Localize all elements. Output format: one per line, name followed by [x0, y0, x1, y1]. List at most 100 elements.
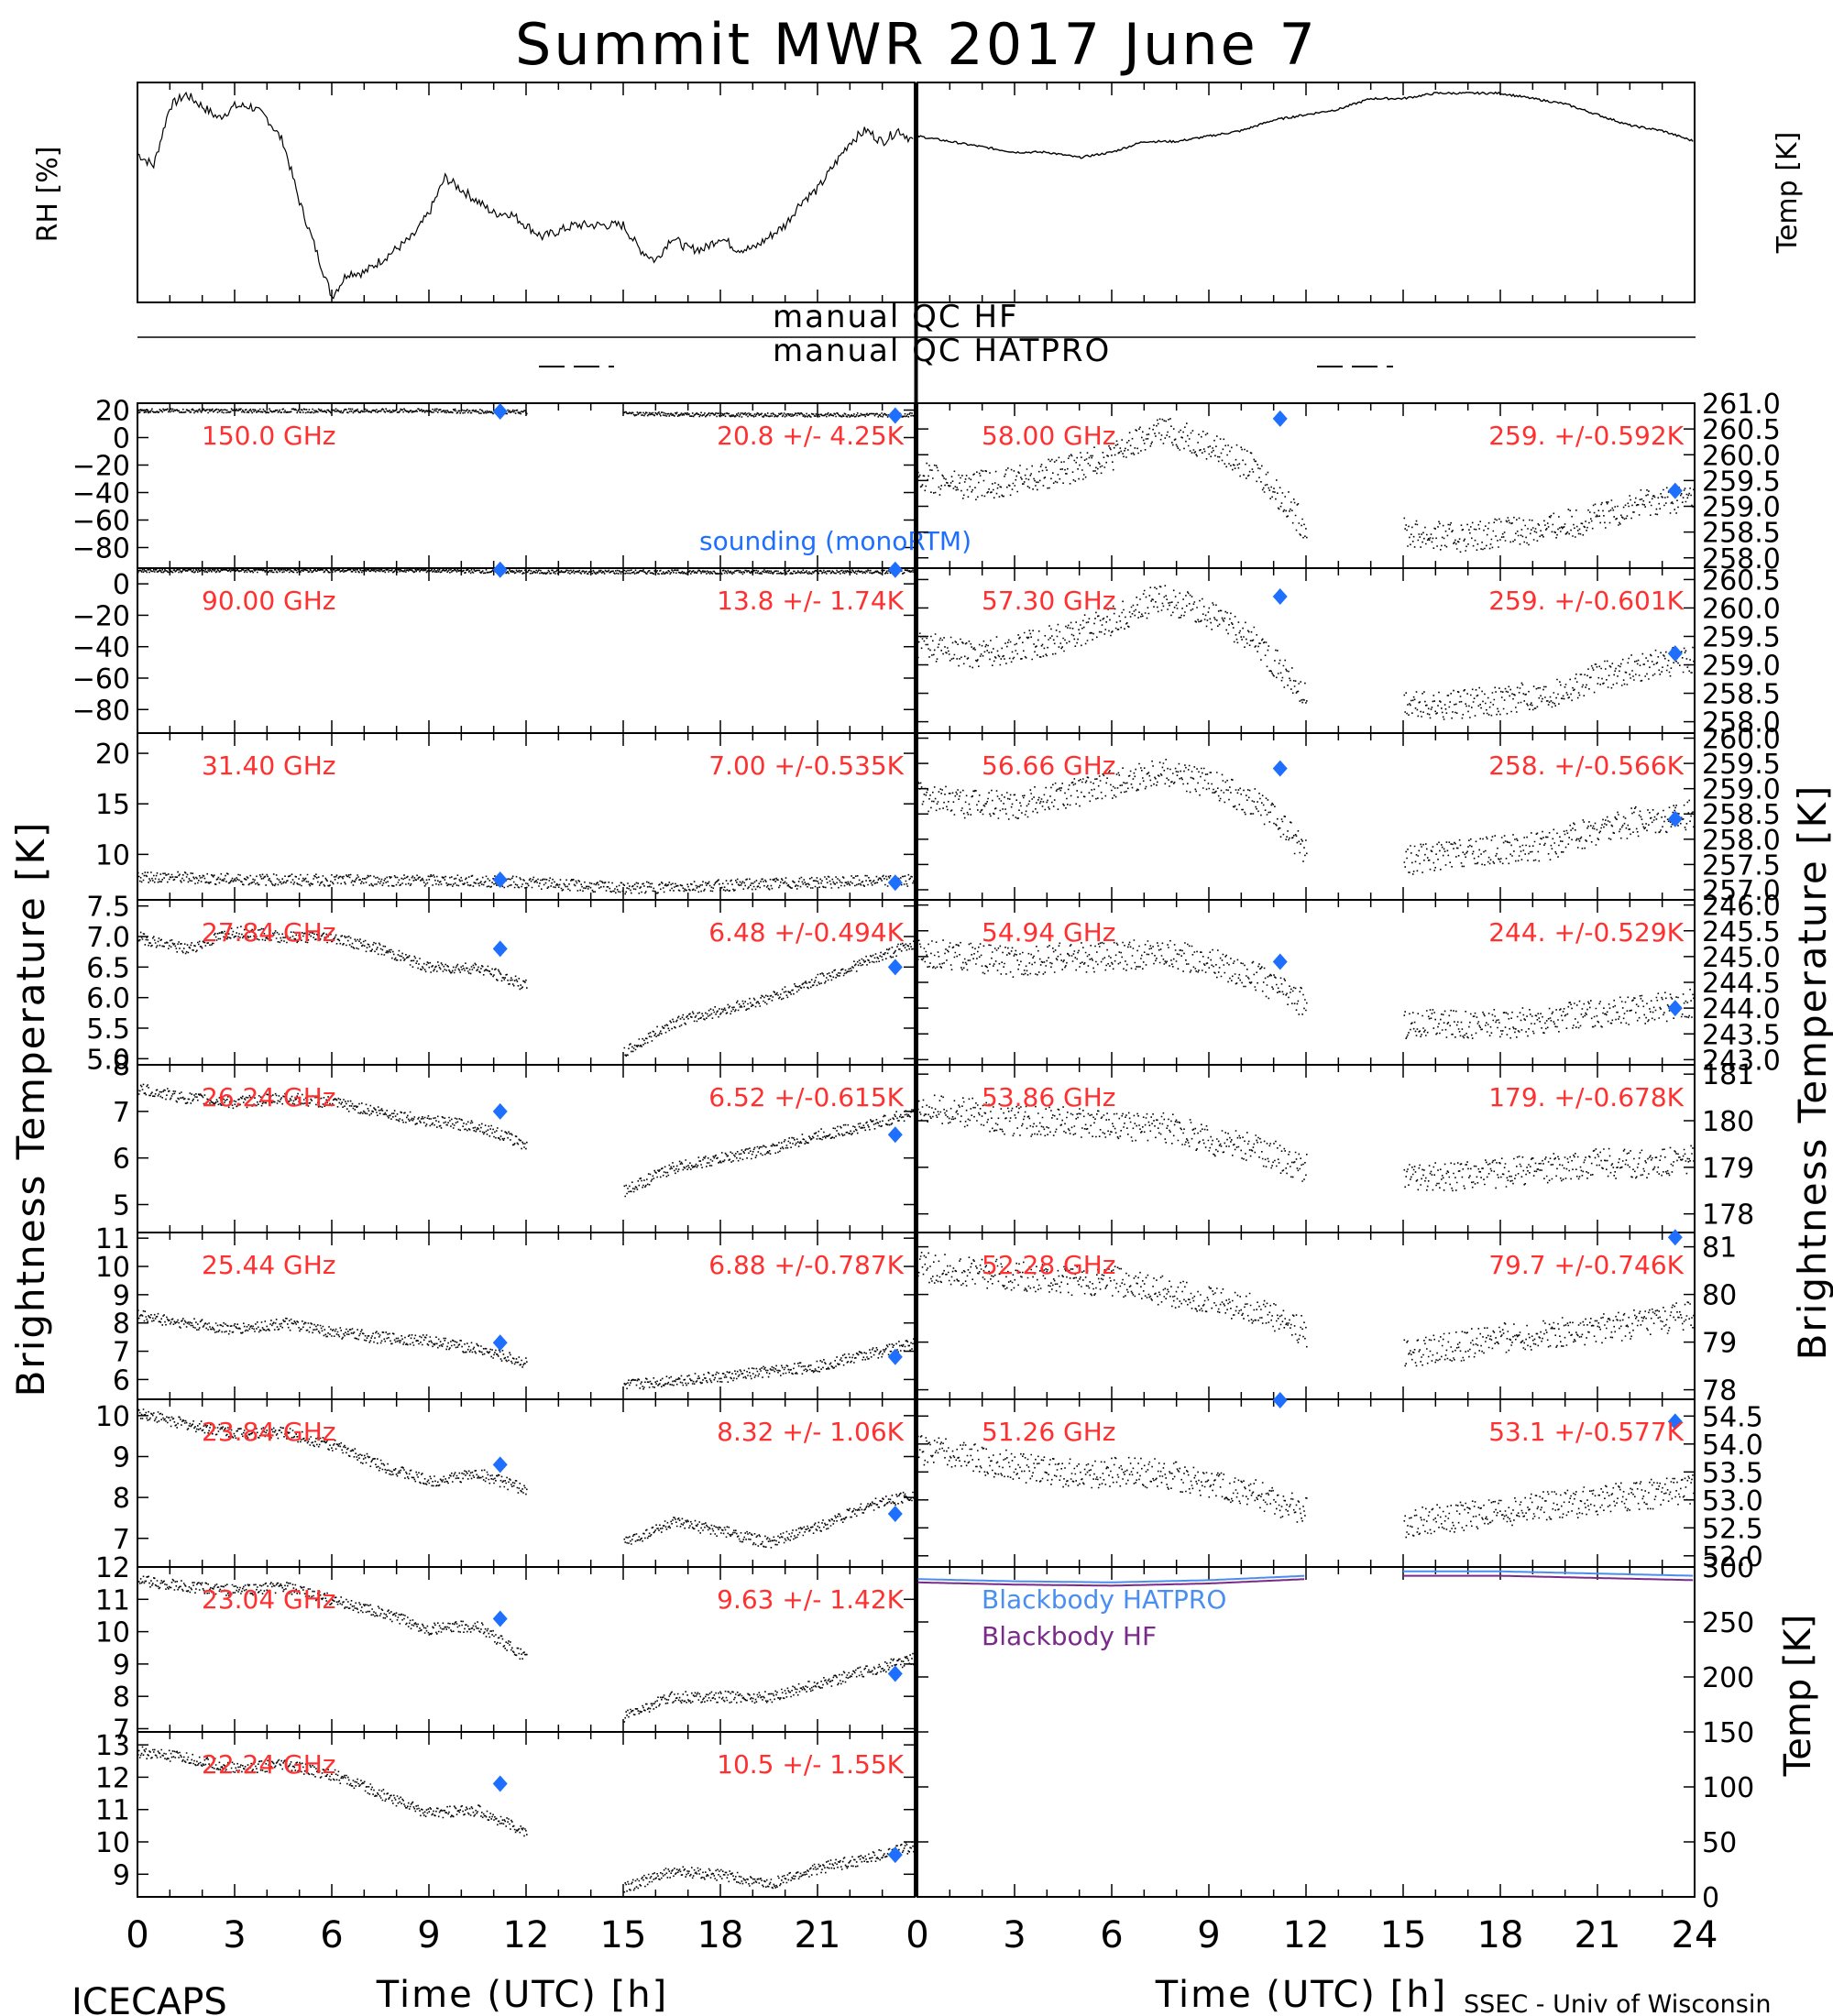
y-tick-label: 258.0 [1702, 707, 1781, 740]
sounding-marker [887, 1505, 903, 1522]
x-tick-label-right: 6 [1100, 1914, 1123, 1956]
y-tick-label: 258.0 [1702, 543, 1781, 575]
y-tick-label: 259.5 [1702, 749, 1781, 781]
stats-label: 53.1 +/-0.577K [1488, 1417, 1684, 1447]
y-tick-label: 181 [1702, 1059, 1754, 1091]
sounding-marker [1272, 953, 1288, 970]
stats-label: 9.63 +/- 1.42K [717, 1584, 904, 1615]
y-tick-label: 8 [113, 1483, 130, 1515]
x-tick-label-left: 9 [417, 1914, 440, 1956]
qc-hf-label: manual QC HF [773, 299, 1019, 335]
y-tick-label: 78 [1702, 1375, 1737, 1408]
sounding-marker [887, 1846, 903, 1864]
y-tick-label: −40 [72, 478, 130, 510]
x-axis-label-right: Time (UTC) [h] [1155, 1974, 1447, 2016]
sounding-marker [887, 959, 903, 976]
y-tick-label: 7.0 [86, 922, 130, 954]
stats-label: 179. +/-0.678K [1488, 1082, 1684, 1112]
channel-label: 25.44 GHz [202, 1250, 336, 1280]
sounding-marker [1667, 645, 1683, 663]
channel-label: 56.66 GHz [982, 751, 1116, 781]
y-tick-label: 10 [95, 1827, 130, 1859]
sounding-marker [1667, 1000, 1683, 1017]
y-tick-label: 179 [1702, 1153, 1754, 1185]
y-tick-label: 50 [1702, 1827, 1737, 1859]
sounding-marker [492, 403, 508, 420]
y-tick-label: 260.0 [1702, 724, 1781, 756]
sounding-legend: sounding (monoRTM) [699, 526, 971, 556]
y-tick-label: 259.5 [1702, 466, 1781, 498]
y-tick-label: 150 [1702, 1717, 1754, 1749]
sounding-marker [1272, 410, 1288, 427]
y-tick-label: 258.5 [1702, 518, 1781, 550]
sounding-marker [492, 1775, 508, 1792]
y-tick-label: 0 [113, 423, 130, 455]
x-tick-label-right: 0 [906, 1914, 928, 1956]
sounding-marker [492, 940, 508, 958]
x-tick-label-right: 24 [1672, 1914, 1718, 1956]
x-tick-label-right: 21 [1575, 1914, 1621, 1956]
y-tick-label: −20 [72, 451, 130, 483]
stats-label: 7.00 +/-0.535K [708, 751, 904, 781]
y-tick-label: 81 [1702, 1233, 1737, 1265]
stats-label: 6.48 +/-0.494K [708, 917, 904, 948]
series-line [917, 1574, 1694, 1587]
y-tick-label: 258.5 [1702, 799, 1781, 831]
y-tick-label: 180 [1702, 1106, 1754, 1138]
y-tick-label: 259.5 [1702, 621, 1781, 653]
channel-label: 23.84 GHz [202, 1417, 336, 1447]
y-tick-label: 15 [95, 789, 130, 821]
y-tick-label: 7 [113, 1524, 130, 1556]
channel-label: 53.86 GHz [982, 1082, 1116, 1112]
y-tick-label: 245.0 [1702, 942, 1781, 974]
y-tick-label: 8 [113, 1050, 130, 1082]
stats-label: 258. +/-0.566K [1488, 751, 1684, 781]
y-tick-label: 6 [113, 1364, 130, 1397]
channel-label: 31.40 GHz [202, 751, 336, 781]
x-tick-label-right: 9 [1197, 1914, 1220, 1956]
data-series [137, 408, 916, 418]
x-tick-label-left: 18 [697, 1914, 744, 1956]
y-tick-label: 0 [113, 569, 130, 601]
sounding-marker [1667, 482, 1683, 499]
y-tick-label: 260.5 [1702, 414, 1781, 446]
sounding-marker [887, 1665, 903, 1682]
sounding-marker [1272, 1392, 1288, 1408]
y-tick-label: −80 [72, 695, 130, 727]
x-tick-label-right: 12 [1283, 1914, 1330, 1956]
sounding-marker [1667, 1229, 1683, 1246]
y-tick-label: 200 [1702, 1662, 1754, 1694]
channel-label: 58.00 GHz [982, 421, 1116, 451]
channel-label: 26.24 GHz [202, 1082, 336, 1112]
y-tick-label: 52.5 [1702, 1513, 1763, 1545]
series-line [916, 91, 1694, 159]
sounding-marker [887, 407, 903, 424]
x-tick-label-left: 3 [223, 1914, 246, 1956]
y-tick-label: 0 [1702, 1882, 1719, 1914]
y-tick-label: 10 [95, 1617, 130, 1649]
qc-hatpro-label: manual QC HATPRO [773, 333, 1111, 369]
y-tick-label: 6 [113, 1144, 130, 1176]
y-tick-label: 8 [113, 1682, 130, 1714]
y-tick-label: 7 [113, 1714, 130, 1746]
sounding-marker [1272, 588, 1288, 606]
y-tick-label: 11 [95, 1795, 130, 1827]
y-tick-label: 259.0 [1702, 651, 1781, 683]
y-tick-label: 258.0 [1702, 825, 1781, 857]
y-tick-label: 54.0 [1702, 1430, 1763, 1462]
sounding-marker [887, 874, 903, 892]
data-series [137, 569, 916, 575]
sounding-marker [887, 561, 903, 578]
y-tick-label: 260.5 [1702, 564, 1781, 597]
y-tick-label: 100 [1702, 1772, 1754, 1804]
y-tick-label: 260.0 [1702, 593, 1781, 625]
stats-label: 259. +/-0.601K [1488, 586, 1684, 616]
x-axis-label-left: Time (UTC) [h] [376, 1974, 668, 2016]
y-tick-label: 12 [95, 1552, 130, 1584]
stats-label: 79.7 +/-0.746K [1488, 1250, 1684, 1280]
data-points [137, 408, 916, 418]
channel-label: 51.26 GHz [982, 1417, 1116, 1447]
y-tick-label: 259.0 [1702, 492, 1781, 524]
y-tick-label: 7 [113, 1097, 130, 1129]
